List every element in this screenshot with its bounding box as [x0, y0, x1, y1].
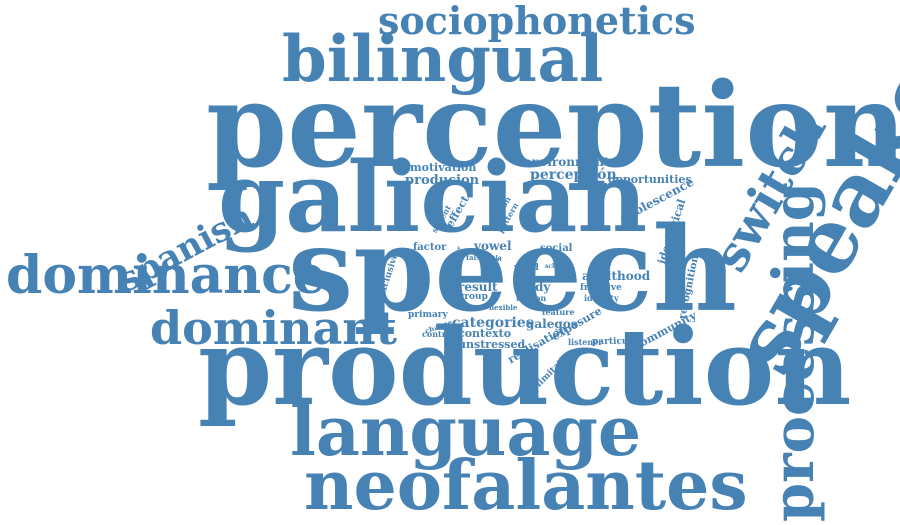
word-school: school: [545, 263, 567, 270]
word-primary: primary: [408, 310, 448, 320]
word-fricative: fricative: [580, 283, 622, 293]
word-galician: galician: [218, 141, 648, 254]
word-context: context: [481, 257, 502, 263]
word-producion: producion: [405, 173, 480, 188]
word-galegos: galegos: [526, 317, 578, 331]
word-vowel: vowel: [474, 239, 512, 253]
word-knowledge: knowledge: [456, 246, 462, 276]
word-listener: listener: [568, 337, 603, 347]
word-opportunities: opportunities: [608, 173, 692, 186]
word-reason: reason: [516, 293, 547, 303]
word-social: social: [540, 243, 573, 254]
word-motivation: motivation: [410, 161, 477, 174]
word-neofalantes: neofalantes: [304, 446, 748, 525]
word-identity: identity: [584, 293, 619, 303]
word-contrast: contrast: [422, 329, 460, 339]
word-speech: speech: [288, 202, 737, 338]
word-bilingual: bilingual: [282, 22, 604, 97]
word-perception: perception: [206, 58, 900, 194]
word-word: word: [514, 263, 539, 273]
word-production: production: [198, 304, 852, 429]
word-flexible: flexible: [489, 303, 518, 312]
word-adulthood: adulthood: [582, 269, 651, 283]
word-false: false: [466, 253, 485, 262]
word-dominance: dominance: [6, 245, 326, 306]
word-factor: factor: [413, 242, 447, 253]
word-percepcion: percepción: [530, 167, 617, 183]
word-rule: rule: [488, 255, 502, 262]
word-particular: particular: [592, 337, 643, 347]
word-feature: feature: [542, 307, 575, 317]
word-dominant: dominant: [150, 301, 397, 355]
word-group: group: [458, 292, 488, 302]
word-result: result: [458, 280, 498, 294]
word-sociophonetics: sociophonetics: [378, 0, 696, 43]
word-study: study: [514, 280, 551, 294]
word-environment: environment: [524, 155, 610, 169]
word-contexto: contexto: [458, 327, 512, 340]
word-language: language: [290, 392, 642, 472]
word-categories: categories: [452, 315, 534, 331]
word-unstressed: unstressed: [458, 338, 526, 351]
